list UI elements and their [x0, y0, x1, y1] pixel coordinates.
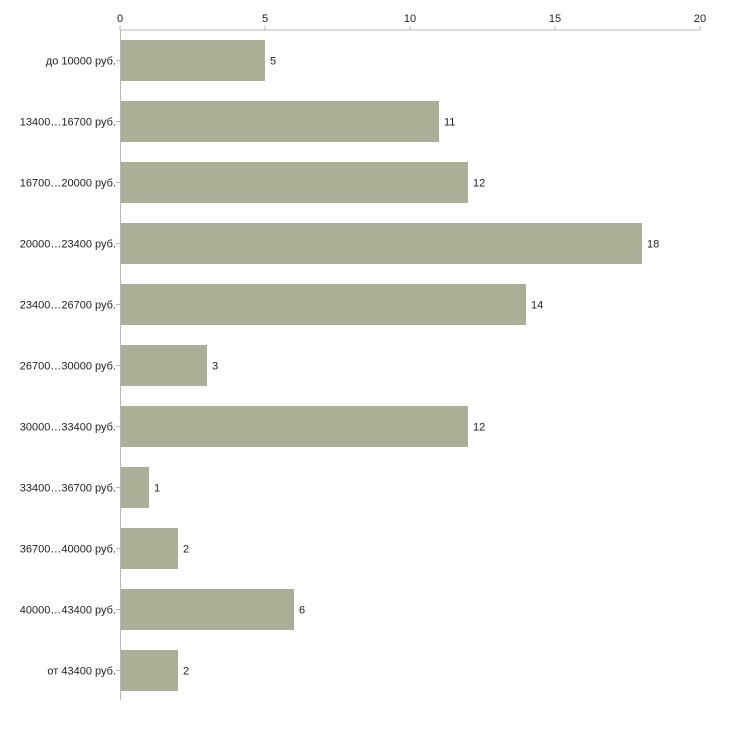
value-label: 6 — [299, 605, 305, 617]
bars — [121, 40, 642, 691]
bar — [121, 284, 526, 325]
value-label: 3 — [212, 361, 218, 373]
value-label: 2 — [183, 666, 189, 678]
category-label: 13400…16700 руб. — [20, 117, 116, 129]
bar — [121, 589, 294, 630]
bar — [121, 345, 207, 386]
category-label: 36700…40000 руб. — [20, 544, 116, 556]
value-label: 5 — [270, 56, 276, 68]
bar — [121, 467, 149, 508]
category-label: от 43400 руб. — [47, 666, 116, 678]
bar — [121, 40, 265, 81]
category-label: до 10000 руб. — [46, 56, 116, 68]
bar — [121, 650, 178, 691]
category-label: 26700…30000 руб. — [20, 361, 116, 373]
category-label: 20000…23400 руб. — [20, 239, 116, 251]
axes — [116, 29, 700, 700]
category-label: 30000…33400 руб. — [20, 422, 116, 434]
value-label: 11 — [444, 117, 455, 129]
x-tick-label: 20 — [694, 13, 706, 25]
bar — [121, 223, 642, 264]
value-label: 2 — [183, 544, 189, 556]
value-label: 1 — [154, 483, 160, 495]
bar — [121, 406, 468, 447]
value-label: 12 — [473, 178, 485, 190]
x-tick-label: 0 — [117, 13, 123, 25]
category-labels: до 10000 руб. 13400…16700 руб. 16700…20000… — [20, 56, 116, 678]
category-label: 16700…20000 руб. — [20, 178, 116, 190]
bar — [121, 528, 178, 569]
category-label: 40000…43400 руб. — [20, 605, 116, 617]
bar — [121, 101, 439, 142]
category-label: 33400…36700 руб. — [20, 483, 116, 495]
x-tick-label: 15 — [549, 13, 561, 25]
category-label: 23400…26700 руб. — [20, 300, 116, 312]
x-tick-label: 5 — [262, 13, 268, 25]
x-axis-ticks: 0 5 10 15 20 — [117, 13, 706, 30]
value-label: 14 — [531, 300, 543, 312]
bar — [121, 162, 468, 203]
value-label: 12 — [473, 422, 485, 434]
x-tick-label: 10 — [404, 13, 416, 25]
value-label: 18 — [647, 239, 659, 251]
